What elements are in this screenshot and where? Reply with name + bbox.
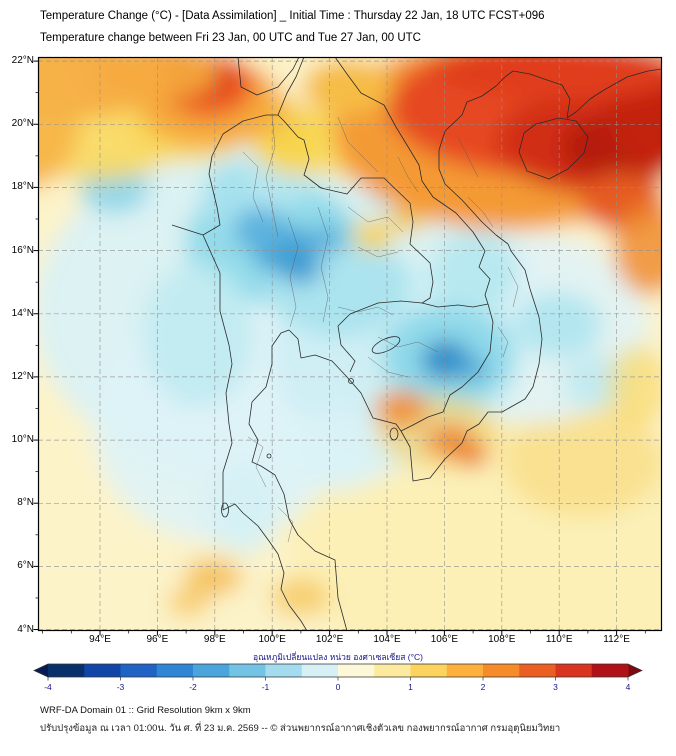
border-laos-vietnam bbox=[334, 57, 491, 305]
colorbar-tick-label: 3 bbox=[553, 682, 558, 692]
coastlines-borders bbox=[171, 57, 662, 631]
lat-label: 18°N bbox=[11, 181, 34, 193]
lat-label: 8°N bbox=[17, 497, 34, 509]
colorbar-segment bbox=[519, 664, 556, 677]
colorbar-left-arrow bbox=[34, 664, 48, 677]
colorbar-segment bbox=[301, 664, 339, 677]
colorbar-segment bbox=[193, 664, 230, 677]
colorbar-label: อุณหภูมิเปลี่ยนแปลง หน่วย องศาเซลเซียส (… bbox=[253, 652, 423, 662]
colorbar-tick-label: 0 bbox=[336, 682, 341, 692]
province-borders bbox=[242, 114, 519, 543]
colorbar-segment bbox=[591, 664, 629, 677]
border-myanmar-china bbox=[237, 57, 300, 96]
colorbar-tick-label: -3 bbox=[117, 682, 125, 692]
phu-quoc-island bbox=[389, 427, 399, 441]
colorbar-segment bbox=[48, 664, 85, 677]
lat-label: 14°N bbox=[11, 307, 34, 319]
colorbar-segment bbox=[555, 664, 593, 677]
colorbar-segment bbox=[338, 664, 375, 677]
map-frame bbox=[37, 56, 663, 632]
lon-label: 110°E bbox=[545, 634, 573, 645]
border-cambodia-vietnam bbox=[400, 303, 494, 432]
colorbar-segment bbox=[374, 664, 411, 677]
border-thailand-cambodia bbox=[337, 300, 423, 373]
lon-label: 100°E bbox=[258, 634, 286, 645]
lon-label: 94°E bbox=[89, 634, 111, 645]
footer-model-info: WRF-DA Domain 01 :: Grid Resolution 9km … bbox=[40, 705, 251, 716]
border-myanmar-thailand bbox=[202, 114, 278, 236]
colorbar-tick-label: 1 bbox=[408, 682, 413, 692]
lat-label: 10°N bbox=[11, 434, 34, 446]
lon-label: 106°E bbox=[430, 634, 459, 645]
colorbar-tick-label: 4 bbox=[626, 682, 631, 692]
footer-credit: ปรับปรุงข้อมูล ณ เวลา 01:00น. วัน ศ. ที่… bbox=[40, 723, 561, 734]
border-myanmar-laos bbox=[277, 57, 305, 116]
coastline-west bbox=[171, 224, 308, 631]
lat-label: 12°N bbox=[11, 370, 34, 382]
lat-label: 16°N bbox=[11, 244, 34, 256]
temperature-change-map bbox=[33, 56, 663, 636]
colorbar-segment bbox=[84, 664, 121, 677]
grid-lines bbox=[38, 57, 662, 631]
colorbar-segment bbox=[446, 664, 484, 677]
border-thailand-laos bbox=[277, 114, 434, 304]
lat-label: 6°N bbox=[17, 560, 34, 572]
colorbar: -4 -3 -2 -1 0 1 2 3 4 bbox=[33, 663, 643, 692]
colorbar-segment bbox=[410, 664, 448, 677]
lon-label: 108°E bbox=[488, 634, 516, 645]
colorbar-segment bbox=[265, 664, 303, 677]
colorbar-segment bbox=[156, 664, 194, 677]
colorbar-segment bbox=[120, 664, 158, 677]
page-title: Temperature Change (°C) - [Data Assimila… bbox=[40, 10, 545, 22]
lon-label: 104°E bbox=[373, 634, 401, 645]
lon-label: 98°E bbox=[203, 634, 226, 645]
koh-chang-island bbox=[348, 378, 354, 384]
lat-label: 4°N bbox=[17, 623, 34, 635]
lat-label: 20°N bbox=[11, 118, 34, 130]
lat-label: 22°N bbox=[11, 55, 34, 67]
colorbar-tick-label: -4 bbox=[44, 682, 52, 692]
colorbar-tick-label: 2 bbox=[481, 682, 486, 692]
page-subtitle: Temperature change between Fri 23 Jan, 0… bbox=[40, 32, 421, 44]
lon-label: 112°E bbox=[603, 634, 630, 645]
colorbar-segment bbox=[483, 664, 520, 677]
map-panel bbox=[33, 56, 663, 636]
samui-island bbox=[266, 453, 272, 459]
coastline-gulf-vietnam bbox=[248, 68, 662, 631]
colorbar-right-arrow bbox=[628, 664, 642, 677]
temperature-field bbox=[38, 57, 662, 631]
lon-label: 96°E bbox=[146, 634, 169, 645]
hainan-island bbox=[518, 117, 589, 180]
border-laos-cambodia bbox=[421, 302, 489, 308]
colorbar-segment bbox=[229, 664, 266, 677]
colorbar-tick-label: -2 bbox=[189, 682, 197, 692]
colorbar-tick-label: -1 bbox=[262, 682, 270, 692]
lon-label: 102°E bbox=[315, 634, 344, 645]
phuket-island bbox=[221, 502, 229, 518]
axis-ticks bbox=[33, 60, 646, 636]
